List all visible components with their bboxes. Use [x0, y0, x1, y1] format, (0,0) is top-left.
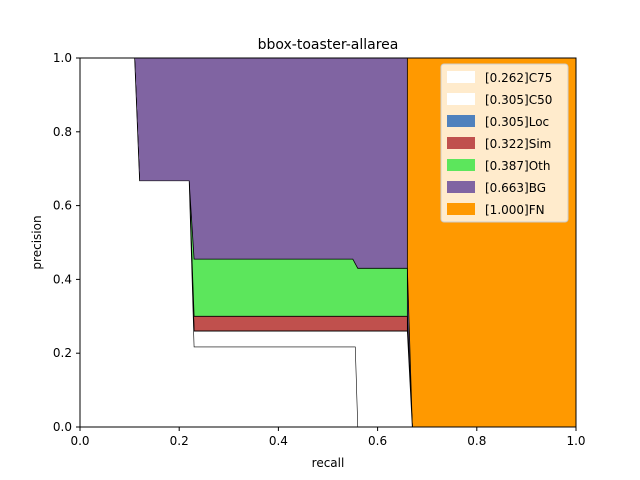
plot-frame	[79, 57, 577, 428]
y-tick-label: 0.0	[53, 420, 72, 434]
y-tick-label: 0.6	[53, 199, 72, 213]
x-tick-label: 0.6	[368, 434, 387, 448]
chart-title: bbox-toaster-allarea	[258, 37, 399, 53]
legend-label: [1.000]FN	[485, 203, 545, 217]
x-axis-label: recall	[312, 456, 345, 470]
legend: [0.262]C75 [0.305]C50 [0.305]Loc [0.322]Sim…	[440, 63, 569, 223]
y-tick-label: 1.0	[53, 51, 72, 65]
legend-swatch	[447, 93, 475, 105]
x-tick-label: 0.8	[467, 434, 486, 448]
legend-label: [0.305]C50	[485, 93, 552, 107]
legend-swatch	[447, 115, 475, 127]
x-axis: 0.0 0.2 0.4 0.6 0.8 1.0	[70, 427, 586, 448]
x-tick-label: 0.2	[170, 434, 189, 448]
plot-areas	[79, 57, 576, 428]
x-tick-label: 0.4	[269, 434, 288, 448]
legend-swatch	[447, 159, 475, 171]
legend-swatch	[447, 181, 475, 193]
legend-label: [0.305]Loc	[485, 115, 549, 129]
legend-label: [0.663]BG	[485, 181, 546, 195]
legend-label: [0.262]C75	[485, 71, 552, 85]
legend-swatch	[447, 203, 475, 215]
legend-swatch	[447, 71, 475, 83]
x-tick-label: 1.0	[566, 434, 585, 448]
legend-label: [0.387]Oth	[485, 159, 550, 173]
x-tick-label: 0.0	[70, 434, 89, 448]
y-axis: 0.0 0.2 0.4 0.6 0.8 1.0	[53, 51, 80, 434]
y-tick-label: 0.4	[53, 272, 72, 286]
y-axis-label: precision	[30, 215, 44, 269]
y-tick-label: 0.8	[53, 125, 72, 139]
y-tick-label: 0.2	[53, 346, 72, 360]
legend-swatch	[447, 137, 475, 149]
legend-label: [0.322]Sim	[485, 137, 551, 151]
